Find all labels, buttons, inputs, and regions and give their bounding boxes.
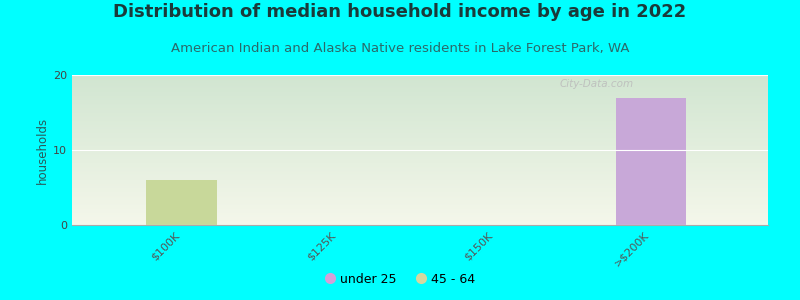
Bar xyxy=(615,98,686,225)
Bar xyxy=(146,180,217,225)
Text: City-Data.com: City-Data.com xyxy=(559,79,634,89)
Text: Distribution of median household income by age in 2022: Distribution of median household income … xyxy=(114,3,686,21)
Text: American Indian and Alaska Native residents in Lake Forest Park, WA: American Indian and Alaska Native reside… xyxy=(170,42,630,55)
Y-axis label: households: households xyxy=(36,116,49,184)
Legend: under 25, 45 - 64: under 25, 45 - 64 xyxy=(320,268,480,291)
